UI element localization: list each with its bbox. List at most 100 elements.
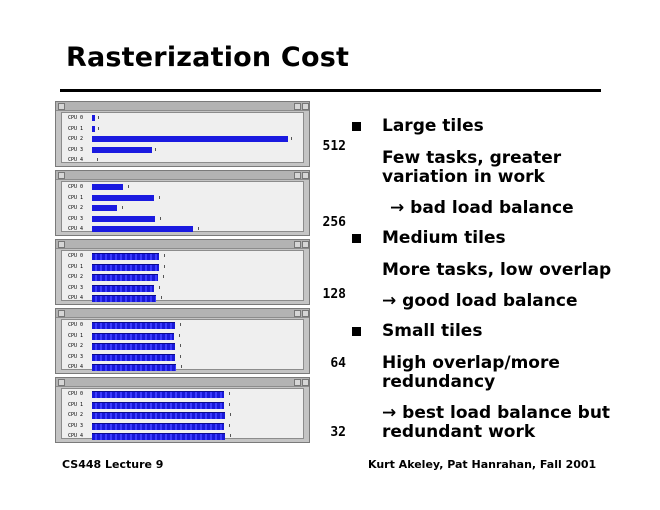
cpu-load-bar [92,115,95,121]
maximize-icon[interactable] [302,241,309,248]
cpu-load-bar [92,422,224,430]
cpu-load-tick [198,227,199,230]
cpu-label: CPU 4 [68,295,84,301]
cpu-label: CPU 3 [68,284,84,291]
footer-authors: Kurt Akeley, Pat Hanrahan, Fall 2001 [368,458,597,471]
cpu-label: CPU 0 [68,184,84,190]
window-menu-icon[interactable] [58,241,65,248]
cpu-load-bar [92,284,154,292]
cpu-load-bar [92,322,175,329]
cpu-load-bar [92,184,123,190]
cpu-label: CPU 4 [68,226,84,232]
cpu-load-bar [92,364,176,371]
cpu-label: CPU 4 [68,364,84,370]
cpu-load-bar [92,295,156,302]
cpu-load-tick [164,254,165,257]
cpu-load-tick [164,264,165,268]
footer-course: CS448 Lecture 9 [62,458,164,471]
cpu-load-bar [92,391,224,398]
cpu-load-tick [180,354,181,358]
cpu-load-tick [229,402,230,406]
cpu-load-tick [98,126,99,130]
cpu-load-tick [97,158,98,161]
cpu-label: CPU 0 [68,391,84,397]
minimize-icon[interactable] [294,310,301,317]
cpu-load-tick [163,275,164,278]
cpu-label: CPU 2 [68,274,84,280]
bullet-heading-small: Small tiles [382,321,483,341]
minimize-icon[interactable] [294,379,301,386]
cpu-load-bar [92,253,159,260]
maximize-icon[interactable] [302,310,309,317]
cpu-label: CPU 2 [68,343,84,349]
maximize-icon[interactable] [302,172,309,179]
cpu-label: CPU 3 [68,146,84,153]
cpu-label: CPU 1 [68,194,84,201]
bullet-result-small: → best load balance but redundant work [382,403,611,442]
cpu-load-panel: CPU 0 CPU 1 CPU 2 CPU 3 CPU 4 [55,377,310,443]
cpu-load-panel: CPU 0 CPU 1 CPU 2 CPU 3 CPU 4 [55,101,310,167]
bullet-result-large: → bad load balance [390,198,574,218]
bullet-result-medium: → good load balance [382,291,578,311]
minimize-icon[interactable] [294,103,301,110]
bullet-detail-medium: More tasks, low overlap [382,260,612,280]
window-menu-icon[interactable] [58,172,65,179]
cpu-load-bar [92,433,225,440]
window-titlebar [56,240,309,249]
cpu-load-tick [159,285,160,289]
cpu-label: CPU 3 [68,353,84,360]
cpu-load-tick [230,434,231,437]
window-titlebar [56,378,309,387]
bullet-square-icon [352,327,361,336]
title-divider [60,89,601,92]
bullet-square-icon [352,234,361,243]
cpu-label: CPU 2 [68,412,84,418]
maximize-icon[interactable] [302,103,309,110]
cpu-label: CPU 4 [68,433,84,439]
window-titlebar [56,171,309,180]
cpu-load-bar [92,353,175,361]
cpu-load-tick [160,216,161,220]
cpu-load-tick [180,344,181,347]
cpu-label: CPU 0 [68,322,84,328]
tile-size-label: 128 [322,287,346,302]
cpu-label: CPU 1 [68,125,84,132]
cpu-load-tick [181,365,182,368]
cpu-label: CPU 2 [68,205,84,211]
cpu-label: CPU 2 [68,136,84,142]
cpu-load-bar [92,136,288,142]
window-menu-icon[interactable] [58,103,65,110]
cpu-load-bar [92,343,175,350]
cpu-load-tick [229,423,230,427]
cpu-load-tick [230,413,231,416]
cpu-label: CPU 0 [68,115,84,121]
tile-size-label: 512 [322,139,346,154]
cpu-load-bar [92,332,174,340]
cpu-load-bar [92,205,117,211]
cpu-load-tick [122,206,123,209]
window-menu-icon[interactable] [58,310,65,317]
cpu-load-panel: CPU 0 CPU 1 CPU 2 CPU 3 CPU 4 [55,308,310,374]
tile-size-label: 32 [330,425,346,440]
cpu-load-tick [291,137,292,140]
window-menu-icon[interactable] [58,379,65,386]
window-titlebar [56,102,309,111]
cpu-label: CPU 3 [68,215,84,222]
cpu-load-bar [92,263,159,271]
cpu-load-tick [180,323,181,326]
minimize-icon[interactable] [294,172,301,179]
cpu-load-tick [128,185,129,188]
bullet-detail-large: Few tasks, greater variation in work [382,148,562,187]
bullet-heading-large: Large tiles [382,116,484,136]
cpu-load-tick [155,147,156,151]
maximize-icon[interactable] [302,379,309,386]
bullet-heading-medium: Medium tiles [382,228,506,248]
cpu-load-tick [179,333,180,337]
cpu-load-tick [159,195,160,199]
cpu-load-bar [92,146,152,153]
cpu-label: CPU 0 [68,253,84,259]
window-titlebar [56,309,309,318]
minimize-icon[interactable] [294,241,301,248]
slide-title: Rasterization Cost [66,42,350,73]
cpu-load-bar [92,194,154,201]
